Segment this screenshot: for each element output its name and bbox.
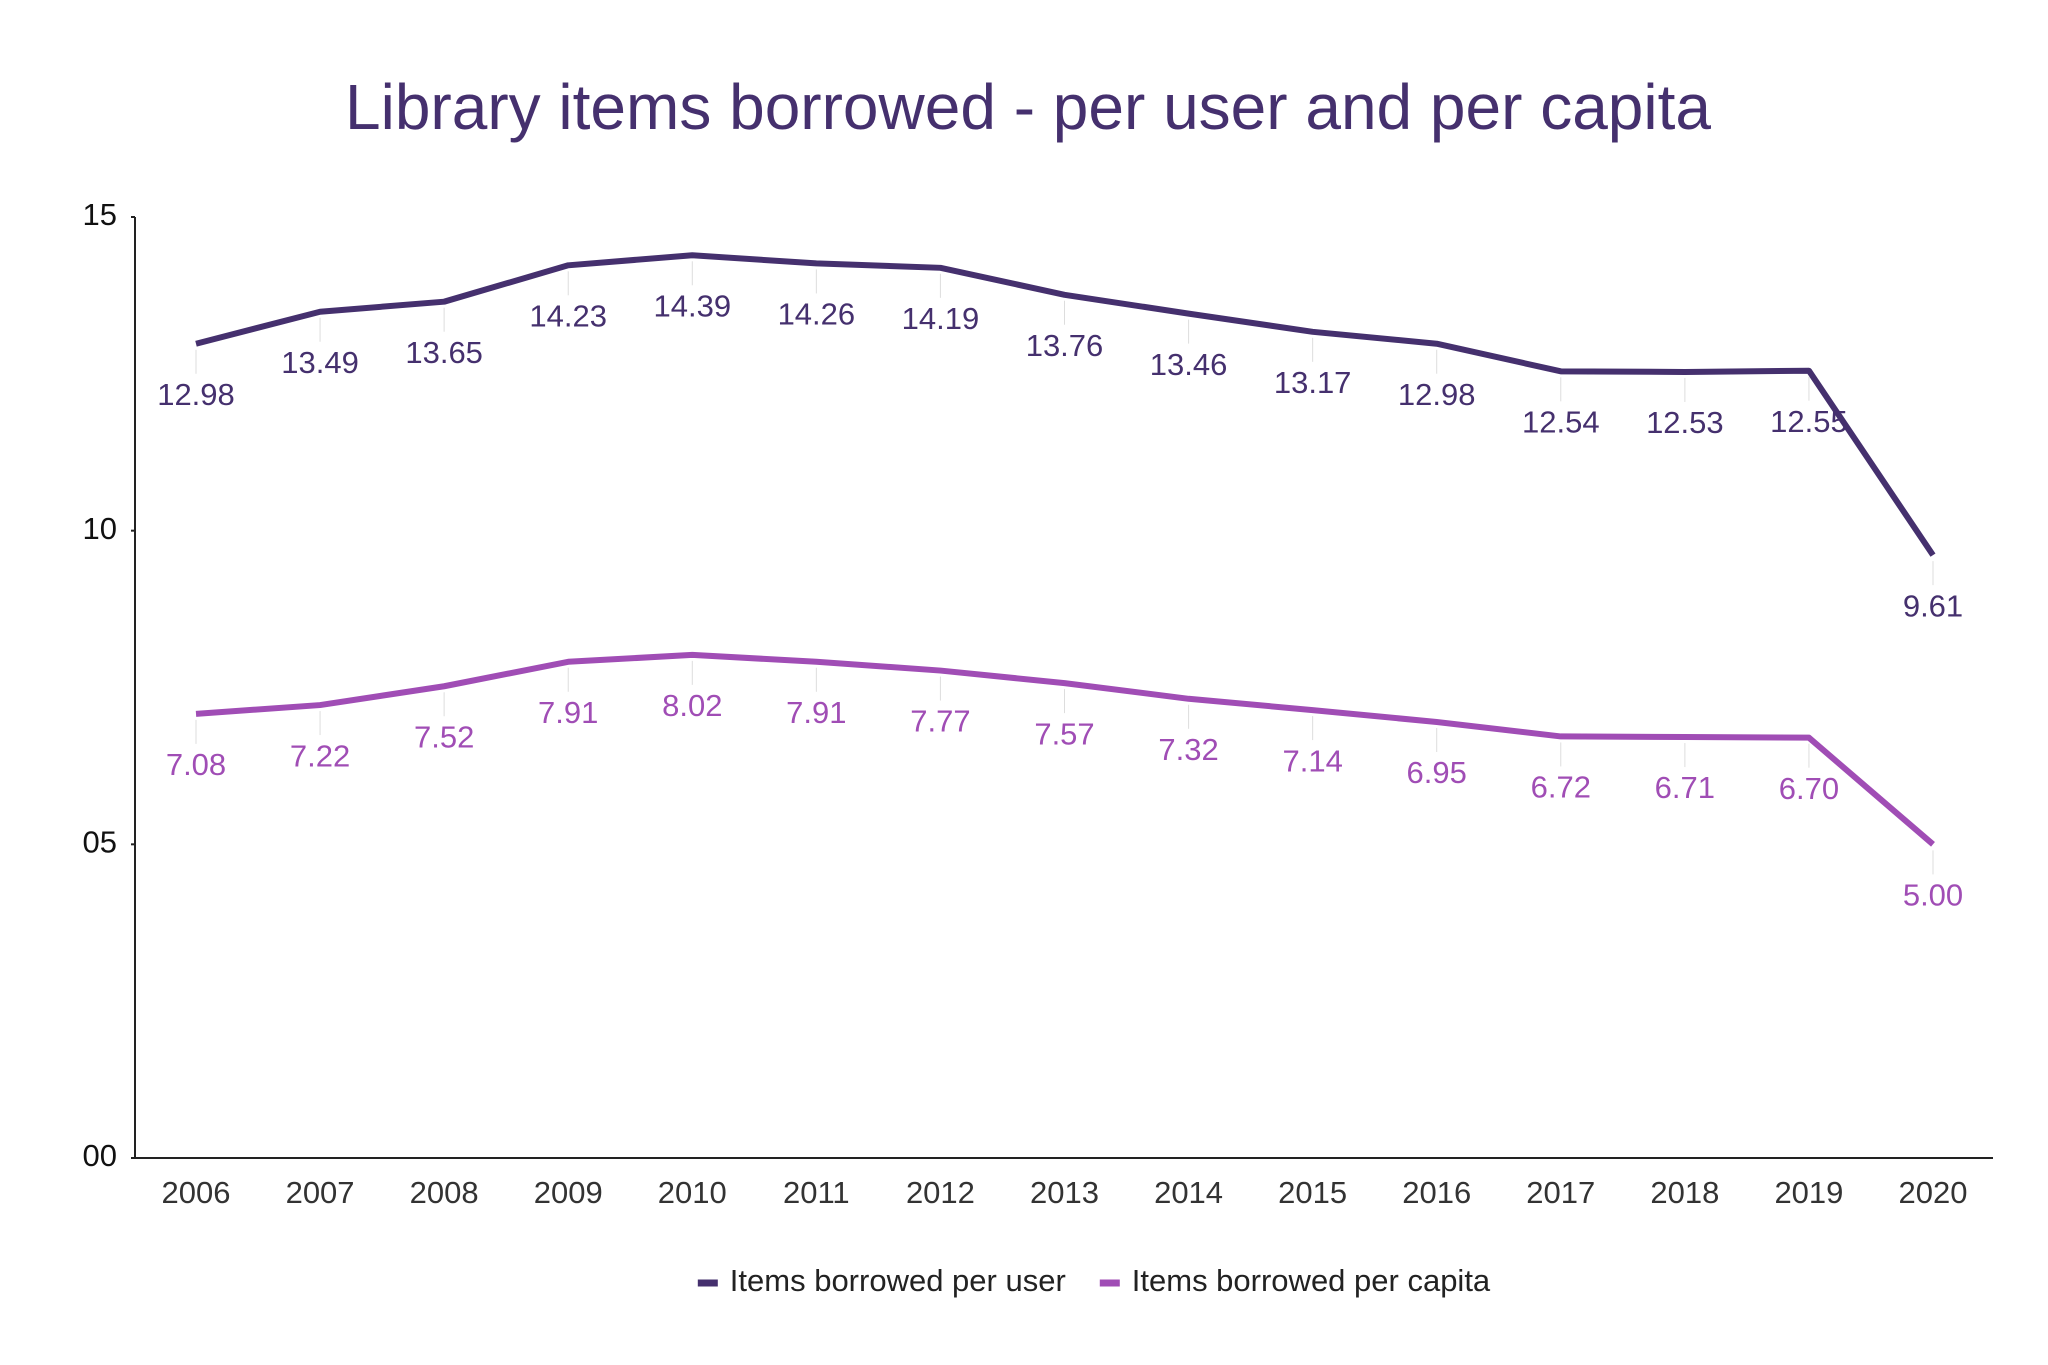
data-label: 12.98	[1398, 377, 1476, 412]
data-label: 7.91	[786, 695, 846, 730]
data-label: 7.32	[1158, 732, 1218, 767]
data-label: 7.57	[1034, 716, 1094, 751]
data-label: 14.23	[529, 298, 607, 333]
data-label: 6.70	[1779, 771, 1839, 806]
data-label: 13.65	[405, 335, 483, 370]
data-label: 7.08	[166, 747, 226, 782]
data-label: 13.17	[1274, 365, 1352, 400]
chart-title: Library items borrowed - per user and pe…	[345, 71, 1711, 143]
data-label: 6.95	[1407, 755, 1467, 790]
y-tick-label: 05	[83, 825, 117, 860]
data-label: 14.26	[778, 297, 856, 332]
x-tick-label: 2015	[1278, 1175, 1347, 1210]
y-tick-label: 10	[83, 511, 117, 546]
y-tick-label: 15	[83, 197, 117, 232]
x-tick-label: 2008	[410, 1175, 479, 1210]
data-label: 12.98	[157, 377, 235, 412]
legend-label: Items borrowed per user	[730, 1263, 1066, 1298]
data-label: 7.14	[1282, 743, 1342, 778]
x-tick-label: 2019	[1774, 1175, 1843, 1210]
data-label: 7.77	[910, 704, 970, 739]
series-line	[195, 651, 1935, 847]
legend-label: Items borrowed per capita	[1132, 1263, 1491, 1298]
data-label: 7.22	[290, 738, 350, 773]
data-label: 6.72	[1531, 770, 1591, 805]
x-tick-label: 2016	[1402, 1175, 1471, 1210]
data-label: 13.46	[1150, 347, 1228, 382]
data-label: 6.71	[1655, 770, 1715, 805]
data-label: 7.91	[538, 695, 598, 730]
x-tick-label: 2006	[162, 1175, 231, 1210]
data-label: 9.61	[1903, 588, 1963, 623]
data-label: 12.54	[1522, 405, 1600, 440]
data-label: 8.02	[662, 688, 722, 723]
data-label: 13.76	[1026, 328, 1104, 363]
data-label: 5.00	[1903, 878, 1963, 913]
data-label: 13.49	[281, 345, 359, 380]
data-label: 12.53	[1646, 405, 1724, 440]
x-tick-label: 2018	[1650, 1175, 1719, 1210]
x-tick-label: 2014	[1154, 1175, 1223, 1210]
x-tick-label: 2010	[658, 1175, 727, 1210]
x-tick-label: 2012	[906, 1175, 975, 1210]
x-tick-label: 2020	[1899, 1175, 1968, 1210]
x-tick-label: 2009	[534, 1175, 603, 1210]
x-tick-label: 2013	[1030, 1175, 1099, 1210]
x-tick-label: 2017	[1526, 1175, 1595, 1210]
data-label: 14.39	[653, 288, 731, 323]
x-tick-label: 2011	[783, 1175, 850, 1210]
series-line	[195, 252, 1936, 557]
y-tick-label: 00	[83, 1138, 117, 1173]
data-label: 14.19	[902, 301, 980, 336]
x-tick-label: 2007	[286, 1175, 355, 1210]
data-label: 7.52	[414, 719, 474, 754]
data-label: 12.55	[1770, 404, 1848, 439]
